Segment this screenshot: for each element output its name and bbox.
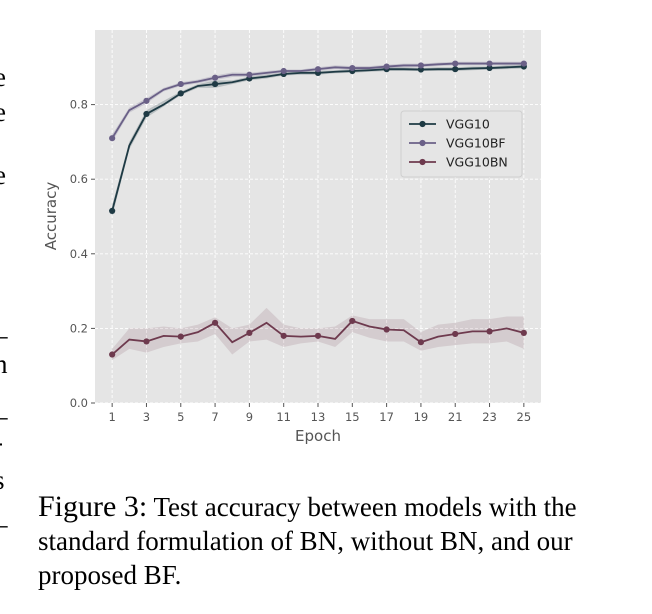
x-tick-label: 1	[108, 410, 115, 424]
point-vgg10bn	[280, 332, 287, 339]
point-vgg10bn	[109, 351, 116, 358]
accuracy-chart: 1 3 5 7 9 11 13 15 17 19 21 23 25 0.00.20.40.60.8 Ep…	[42, 30, 541, 445]
point-vgg10bn	[520, 329, 527, 336]
series-points	[109, 60, 527, 358]
x-tick-label: 3	[143, 410, 150, 424]
point-vgg10	[143, 110, 150, 118]
point-vgg10	[486, 64, 493, 72]
point-vgg10bf	[383, 63, 390, 70]
point-vgg10bf	[349, 64, 356, 72]
x-tick-label: 23	[482, 410, 497, 424]
legend-box	[400, 110, 523, 178]
figure-label: Figure 3:	[38, 490, 148, 523]
x-tick-label: 25	[517, 410, 532, 424]
point-vgg10bf	[280, 67, 287, 75]
x-tick-label: 11	[276, 410, 291, 424]
x-tick-label: 7	[211, 410, 218, 424]
edge-fragment: _	[0, 500, 8, 531]
edge-fragment: n	[0, 349, 8, 379]
x-tick-label: 19	[414, 410, 429, 424]
point-vgg10bf	[486, 60, 493, 67]
point-vgg10	[211, 80, 219, 88]
y-tick-labels: 0.0 0.2 0.4 0.6 0.8	[70, 98, 95, 410]
caption-text: Test accuracy between models with the st…	[38, 492, 577, 590]
edge-fragment: e	[0, 97, 6, 128]
point-vgg10bf	[314, 66, 322, 73]
point-vgg10bf	[417, 62, 425, 69]
point-vgg10bf	[246, 71, 253, 78]
legend-marker	[419, 139, 426, 147]
legend-label: VGG10	[446, 117, 490, 132]
legend-marker	[419, 120, 426, 128]
point-vgg10	[452, 66, 459, 73]
figure-caption: Figure 3: Test accuracy between models w…	[38, 490, 598, 592]
point-vgg10bn	[177, 333, 184, 340]
point-vgg10bn	[211, 319, 219, 326]
x-tick-labels: 1 3 5 7 9 11 13 15 17 19 21 23 25	[108, 403, 531, 424]
point-vgg10bn	[452, 330, 459, 338]
y-tick-label: 0.2	[70, 321, 88, 335]
point-vgg10bf	[109, 135, 116, 142]
point-vgg10bn	[314, 332, 322, 339]
edge-fragment: -	[0, 427, 3, 458]
point-vgg10bn	[246, 329, 253, 336]
point-vgg10	[109, 207, 116, 215]
x-axis-label: Epoch	[295, 427, 341, 445]
point-vgg10bn	[417, 339, 425, 346]
point-vgg10	[177, 90, 184, 97]
edge-fragment: e	[0, 62, 6, 93]
x-tick-label: 5	[177, 410, 184, 424]
edge-fragment: s	[0, 465, 5, 496]
legend-marker	[419, 158, 426, 166]
point-vgg10bf	[452, 60, 459, 67]
y-tick-label: 0.4	[70, 247, 88, 261]
y-tick-label: 0.8	[70, 98, 88, 112]
x-tick-label: 13	[311, 410, 326, 424]
point-vgg10bf	[520, 60, 527, 67]
point-vgg10bn	[486, 328, 493, 335]
x-tick-label: 21	[448, 410, 463, 424]
point-vgg10bn	[143, 338, 150, 345]
y-axis-label: Accuracy	[42, 182, 60, 251]
y-tick-label: 0.0	[70, 396, 88, 410]
x-tick-label: 9	[246, 410, 253, 424]
edge-fragment: _	[0, 311, 8, 342]
point-vgg10bn	[383, 326, 390, 333]
point-vgg10bf	[211, 74, 219, 81]
edge-fragment: ,	[0, 272, 1, 303]
edge-fragment: _	[0, 392, 8, 423]
x-tick-label: 15	[345, 410, 360, 424]
point-vgg10bf	[143, 97, 150, 104]
legend: VGG10 VGG10BF VGG10BN	[400, 110, 523, 178]
point-vgg10bf	[177, 80, 184, 88]
legend-label: VGG10BN	[446, 155, 508, 170]
point-vgg10bn	[349, 317, 356, 325]
x-tick-label: 17	[379, 410, 394, 424]
legend-label: VGG10BF	[446, 136, 506, 151]
y-tick-label: 0.6	[70, 172, 88, 186]
edge-fragment: e	[0, 160, 6, 191]
